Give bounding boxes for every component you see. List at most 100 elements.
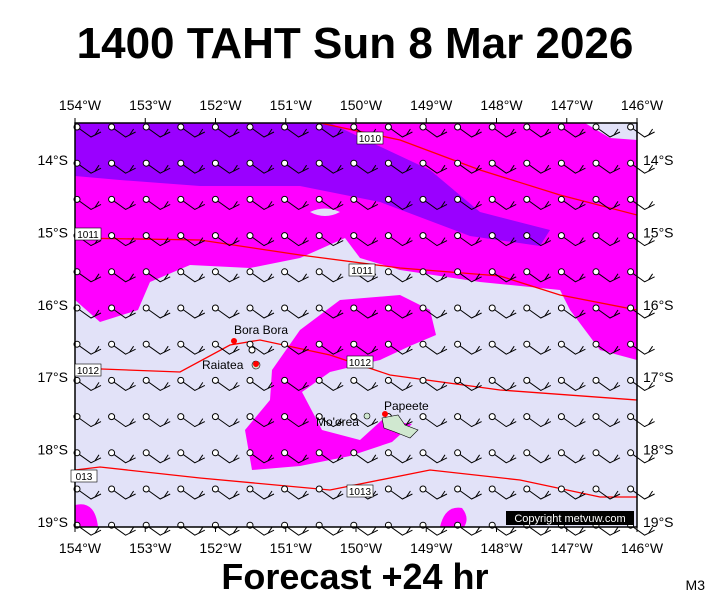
wind-barb xyxy=(249,343,275,355)
copyright: Copyright metvuw.com xyxy=(514,513,625,525)
wind-barb xyxy=(145,488,171,500)
wind-barb xyxy=(111,379,136,391)
wind-barb xyxy=(318,235,344,247)
wind-barb xyxy=(526,343,552,355)
barb-feather xyxy=(440,418,446,425)
wind-barb xyxy=(215,379,240,391)
isobar-labels: 1010 1011 1011 1012 1012 013 1013 xyxy=(70,131,384,498)
copyright-box xyxy=(506,511,634,525)
barb-feather xyxy=(232,345,238,353)
station xyxy=(557,413,565,421)
barb-feather xyxy=(578,418,584,425)
station xyxy=(177,232,185,240)
wind-barb xyxy=(630,488,655,500)
wind-barb xyxy=(249,198,275,210)
barb-feather xyxy=(129,454,135,462)
wind-barb xyxy=(145,307,171,319)
lon-label: 151°W xyxy=(270,97,313,113)
barb-feather xyxy=(544,128,550,136)
barb-feather xyxy=(163,526,169,534)
wind-barb xyxy=(215,416,240,428)
barb-feather xyxy=(163,418,169,425)
station xyxy=(108,123,116,131)
station xyxy=(454,195,462,203)
lon-label: 147°W xyxy=(551,540,594,556)
station xyxy=(488,159,496,167)
wind-barb xyxy=(111,452,136,464)
barb-feather xyxy=(578,309,584,317)
barb-feather xyxy=(544,490,550,498)
wind-barb xyxy=(491,416,517,428)
barb-feather xyxy=(509,164,515,172)
wind-barb xyxy=(630,524,655,536)
barb-feather xyxy=(544,201,550,208)
station xyxy=(523,376,531,384)
station xyxy=(246,159,254,167)
station xyxy=(592,449,600,457)
station xyxy=(211,123,219,131)
barb-feather xyxy=(302,490,308,498)
station xyxy=(281,268,289,276)
barb-feather xyxy=(440,201,446,208)
barb-feather xyxy=(544,418,550,425)
wind-barb xyxy=(284,343,309,355)
station xyxy=(246,232,254,240)
wind-barb xyxy=(630,416,655,428)
barb-feather xyxy=(578,164,584,172)
station xyxy=(488,268,496,276)
station xyxy=(142,268,150,276)
station xyxy=(419,268,427,276)
barb-feather xyxy=(578,128,584,136)
barb-feather xyxy=(129,201,135,208)
station xyxy=(454,268,462,276)
lon-label: 152°W xyxy=(199,540,242,556)
station xyxy=(454,340,462,348)
station xyxy=(108,268,116,276)
station xyxy=(350,340,358,348)
station xyxy=(488,304,496,312)
wind-barb xyxy=(111,524,136,536)
station xyxy=(384,159,392,167)
isobar-box xyxy=(346,484,374,498)
barb-feather xyxy=(336,454,342,462)
isobar-label: 1010 xyxy=(359,134,382,145)
wind-barb xyxy=(457,271,482,283)
wind-barb xyxy=(595,126,621,138)
station xyxy=(523,123,531,131)
barb-feather xyxy=(302,526,308,534)
wind-barb xyxy=(526,271,552,283)
barb-feather xyxy=(94,382,100,389)
wind-barb xyxy=(595,379,621,391)
wind-barbs xyxy=(73,123,655,536)
wind-barb xyxy=(111,126,136,138)
station xyxy=(557,304,565,312)
wind-barb xyxy=(388,162,413,174)
wind-barb xyxy=(284,198,309,210)
station xyxy=(315,159,323,167)
station xyxy=(488,376,496,384)
wind-barb xyxy=(284,379,309,391)
station xyxy=(523,304,531,312)
barb-feather xyxy=(336,273,342,281)
barb-feather xyxy=(509,201,515,208)
wind-barb xyxy=(215,235,240,247)
place-label: Papeete xyxy=(384,399,429,413)
barb-feather xyxy=(267,345,273,353)
wind-barb xyxy=(491,343,517,355)
wind-barb xyxy=(76,343,102,355)
station xyxy=(177,376,185,384)
station xyxy=(454,123,462,131)
station xyxy=(384,485,392,493)
wind-barb xyxy=(353,452,379,464)
station xyxy=(592,123,600,131)
station xyxy=(350,195,358,203)
barb-feather xyxy=(163,345,169,353)
barb-feather xyxy=(232,273,238,281)
wind-barb xyxy=(353,307,379,319)
wind-barb xyxy=(388,379,413,391)
station xyxy=(211,449,219,457)
wind-barb xyxy=(76,379,102,391)
barb-feather xyxy=(232,237,238,244)
wind-barb xyxy=(630,343,655,355)
barb-feather xyxy=(648,201,654,208)
